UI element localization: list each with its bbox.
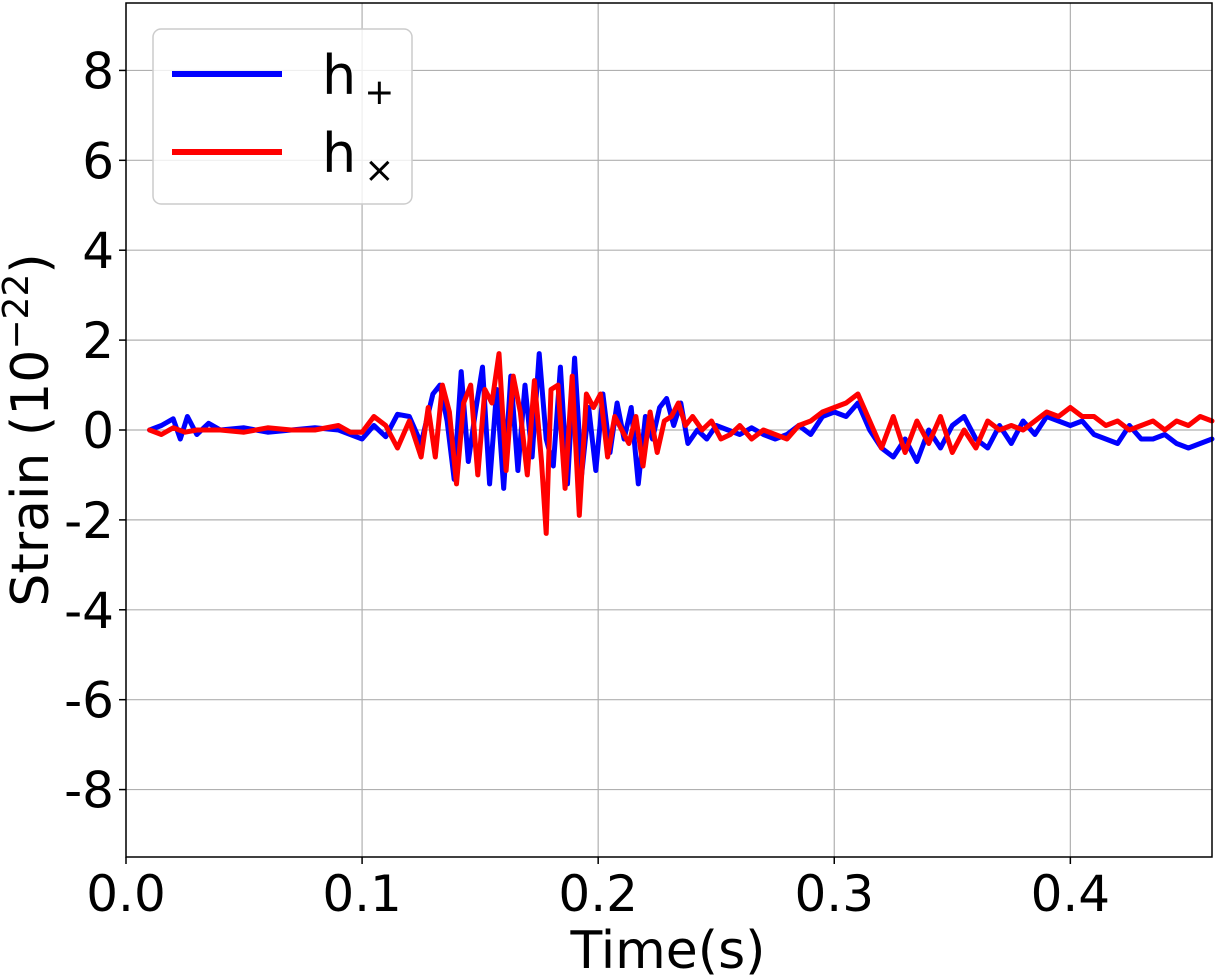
x-tick-label: 0.0 — [86, 865, 166, 923]
x-tick-label: 0.4 — [1031, 865, 1111, 923]
series-layer — [147, 351, 1215, 536]
legend: h + h × — [152, 28, 413, 205]
y-tick-label: -6 — [64, 672, 114, 730]
y-tick-label: -8 — [64, 762, 114, 820]
y-axis-label-main: Strain (10 — [1, 350, 61, 607]
legend-label-h-plus-base: h — [322, 44, 356, 107]
y-axis-label: Strain (10−22) — [0, 253, 61, 606]
y-tick-label: 0 — [82, 402, 114, 460]
y-tick-label: 8 — [82, 42, 114, 100]
x-tick-label: 0.1 — [322, 865, 402, 923]
x-tick-label: 0.2 — [558, 865, 638, 923]
y-axis-label-close: ) — [1, 253, 61, 273]
y-tick-label: 2 — [82, 312, 114, 370]
legend-label-h-plus-sub: + — [364, 72, 394, 113]
legend-label-h-plus: h + — [322, 44, 394, 113]
y-axis-label-exponent: −22 — [0, 274, 37, 350]
y-tick-label: 6 — [82, 132, 114, 190]
legend-label-h-cross: h × — [322, 122, 394, 191]
axis-ticks: 0.0 0.1 0.2 0.3 0.4 -8 -6 -4 -2 0 2 4 6 8 — [64, 42, 1110, 923]
y-tick-label: 4 — [82, 222, 114, 280]
legend-label-h-cross-sub: × — [364, 150, 394, 191]
legend-label-h-cross-base: h — [322, 122, 356, 185]
series-line-h-cross — [147, 351, 1215, 536]
x-axis-label: Time(s) — [570, 921, 766, 977]
x-tick-label: 0.3 — [794, 865, 874, 923]
y-tick-label: -2 — [64, 492, 114, 550]
y-tick-label: -4 — [64, 582, 114, 640]
